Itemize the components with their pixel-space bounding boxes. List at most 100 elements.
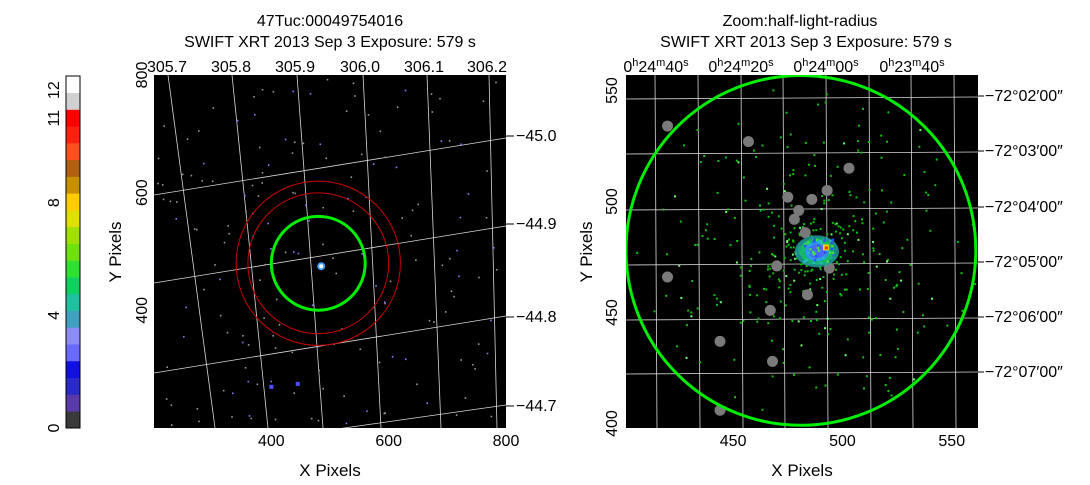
photon-event bbox=[845, 288, 848, 291]
core-photon bbox=[809, 248, 812, 251]
photon-event bbox=[236, 119, 239, 122]
photon-event bbox=[478, 276, 480, 279]
photon-event bbox=[490, 415, 493, 418]
photon-event bbox=[345, 110, 348, 112]
photon-event bbox=[843, 241, 846, 244]
right-dec-tick-label: −72°07′00″ bbox=[985, 364, 1063, 381]
photon-event bbox=[872, 249, 875, 252]
photon-event bbox=[804, 141, 807, 144]
left-ra-tick-label: 306.0 bbox=[340, 59, 380, 76]
photon-event bbox=[250, 417, 252, 420]
photon-event bbox=[888, 376, 891, 379]
photon-event bbox=[719, 301, 722, 304]
photon-event bbox=[485, 217, 488, 219]
photon-event bbox=[445, 311, 447, 313]
photon-event bbox=[261, 172, 264, 174]
photon-event bbox=[900, 279, 903, 282]
photon-event bbox=[267, 222, 269, 225]
photon-event bbox=[176, 201, 178, 203]
photon-event bbox=[770, 339, 773, 342]
right-x-tick-label: 550 bbox=[938, 433, 965, 450]
colorbar-cell bbox=[66, 377, 80, 395]
dec-grid-line bbox=[154, 225, 506, 284]
photon-event bbox=[855, 196, 858, 199]
photon-event bbox=[861, 218, 863, 221]
photon-event bbox=[783, 256, 786, 259]
photon-event bbox=[258, 146, 261, 149]
photon-event bbox=[825, 93, 828, 96]
photon-event bbox=[812, 229, 815, 232]
photon-event bbox=[254, 113, 256, 116]
left-subtitle: SWIFT XRT 2013 Sep 3 Exposure: 579 s bbox=[184, 34, 476, 51]
core-photon bbox=[823, 251, 827, 255]
photon-event bbox=[636, 252, 639, 254]
colorbar-cell bbox=[66, 243, 80, 261]
photon-event bbox=[350, 176, 353, 178]
left-dec-tick-label: −44.9 bbox=[516, 216, 557, 233]
photon-event bbox=[783, 190, 786, 193]
photon-event bbox=[786, 241, 789, 243]
photon-event bbox=[887, 111, 890, 114]
photon-event bbox=[810, 269, 813, 272]
photon-event bbox=[750, 257, 753, 260]
photon-event bbox=[846, 233, 849, 236]
photon-event bbox=[223, 241, 226, 244]
right-y-tick-label: 500 bbox=[604, 188, 621, 215]
photon-event bbox=[793, 268, 796, 271]
photon-event bbox=[486, 170, 488, 172]
photon-event bbox=[275, 298, 278, 301]
photon-event bbox=[870, 318, 873, 321]
photon-event bbox=[917, 282, 920, 285]
colorbar-cell bbox=[66, 344, 80, 362]
photon-event bbox=[792, 246, 795, 249]
photon-event bbox=[455, 414, 458, 416]
colorbar-cell bbox=[66, 310, 80, 328]
photon-event bbox=[802, 316, 805, 319]
photon-event bbox=[802, 226, 804, 229]
dec-grid-line bbox=[154, 137, 506, 196]
photon-event bbox=[724, 156, 727, 159]
photon-event bbox=[820, 208, 823, 210]
photon-event bbox=[824, 101, 827, 104]
photon-event bbox=[690, 311, 693, 314]
photon-event bbox=[472, 364, 474, 366]
left-xlabel: X Pixels bbox=[299, 461, 360, 480]
photon-event bbox=[861, 222, 864, 225]
photon-event bbox=[773, 224, 776, 227]
ra-grid-line bbox=[868, 75, 872, 428]
core-photon bbox=[803, 260, 806, 263]
right-ra-tick-label: 0h24m00s bbox=[793, 57, 859, 76]
photon-event bbox=[792, 239, 794, 242]
photon-event bbox=[777, 278, 780, 281]
ra-grid-line bbox=[953, 75, 957, 428]
photon-event bbox=[383, 301, 386, 303]
photon-event bbox=[391, 356, 394, 358]
core-photon bbox=[807, 241, 810, 244]
photon-event bbox=[836, 165, 839, 168]
core-photon bbox=[803, 244, 807, 248]
core-photon bbox=[804, 243, 807, 246]
photon-event bbox=[824, 327, 827, 330]
catalog-source bbox=[764, 304, 776, 316]
photon-event bbox=[231, 416, 233, 418]
photon-event bbox=[157, 157, 160, 160]
photon-event bbox=[839, 226, 842, 229]
photon-event bbox=[827, 199, 830, 202]
photon-event bbox=[767, 215, 770, 218]
photon-event bbox=[789, 259, 792, 262]
left-y-tick-label: 600 bbox=[134, 179, 151, 206]
photon-event bbox=[341, 328, 343, 330]
photon-event bbox=[934, 184, 937, 187]
ra-grid-line bbox=[910, 75, 914, 428]
photon-event bbox=[832, 277, 835, 280]
right-y-tick-label: 400 bbox=[604, 410, 621, 437]
photon-event bbox=[464, 397, 467, 399]
photon-event bbox=[759, 209, 762, 212]
photon-event bbox=[792, 173, 795, 176]
photon-event bbox=[674, 195, 676, 198]
photon-event bbox=[467, 193, 470, 195]
photon-event bbox=[836, 373, 839, 376]
photon-event bbox=[822, 276, 825, 279]
